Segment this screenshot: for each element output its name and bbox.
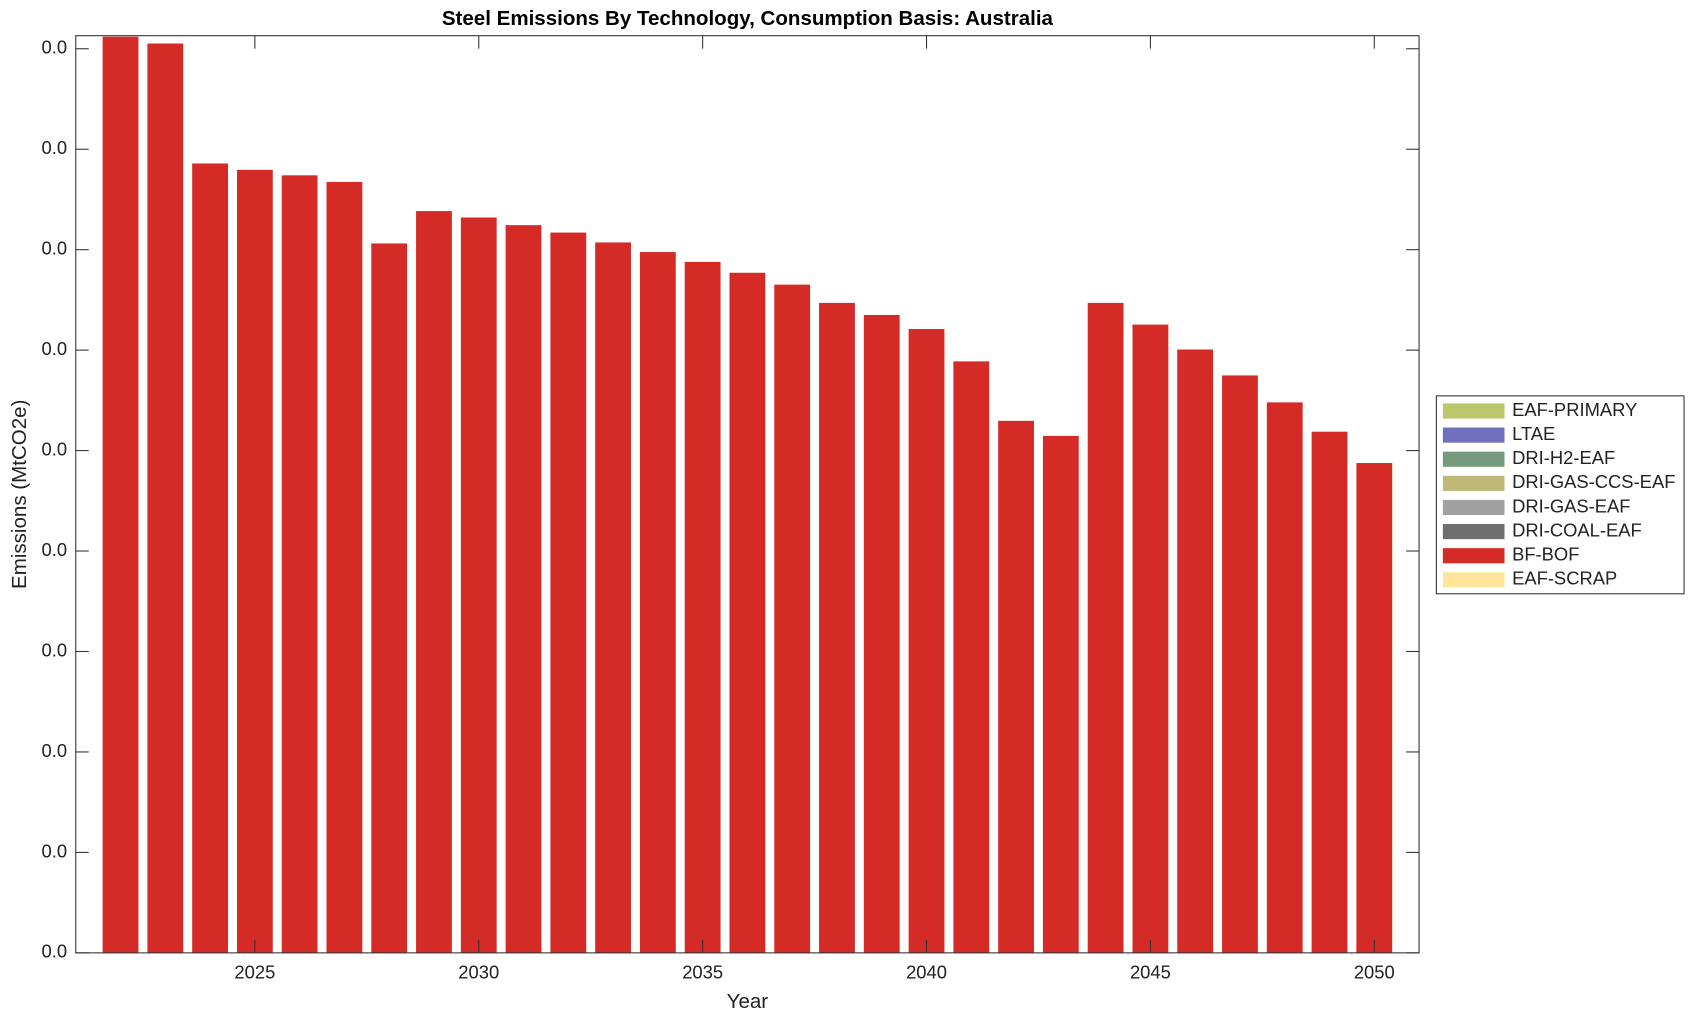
y-tick-label: 0.0 — [42, 338, 68, 359]
legend-swatch — [1442, 548, 1505, 564]
legend-swatch — [1442, 475, 1505, 491]
y-tick-label: 0.0 — [42, 840, 68, 861]
bar-segment — [639, 252, 676, 953]
y-tick-label: 0.0 — [42, 37, 68, 58]
y-tick-label: 0.0 — [42, 238, 68, 259]
legend-swatch — [1442, 427, 1505, 443]
y-axis-label: Emissions (MtCO2e) — [8, 400, 31, 589]
legend-label: BF-BOF — [1512, 544, 1579, 565]
x-axis-label: Year — [727, 990, 769, 1013]
legend-label: LTAE — [1512, 423, 1555, 444]
legend-label: DRI-GAS-CCS-EAF — [1512, 471, 1675, 492]
bar-segment — [416, 211, 452, 953]
bar-segment — [1222, 375, 1258, 953]
bar-segment — [1042, 435, 1079, 953]
bar-segment — [192, 163, 229, 953]
bar-segment — [371, 243, 408, 953]
legend-swatch — [1442, 524, 1505, 540]
legend-swatch — [1442, 499, 1505, 516]
y-tick-label: 0.0 — [42, 539, 68, 560]
x-tick-label: 2030 — [458, 961, 499, 982]
bar-segment — [1087, 302, 1124, 953]
bar-segment — [684, 261, 721, 953]
x-tick-label: 2025 — [234, 961, 275, 982]
bar-segment — [729, 272, 766, 953]
plot-frame — [75, 35, 1420, 954]
bar-segment — [863, 314, 900, 953]
y-tick-label: 0.0 — [42, 438, 68, 459]
y-tick-label: 0.0 — [42, 137, 68, 158]
legend-swatch — [1442, 572, 1505, 588]
bar-segment — [326, 181, 363, 953]
legend-swatch — [1442, 451, 1505, 467]
legend-swatch — [1442, 403, 1505, 419]
legend-label: DRI-COAL-EAF — [1512, 519, 1642, 540]
bar-segment — [953, 361, 990, 953]
bar-segment — [460, 217, 497, 953]
bar-segment — [998, 420, 1034, 953]
bar-segment — [236, 169, 273, 953]
x-tick-label: 2045 — [1130, 961, 1171, 982]
x-tick-label: 2050 — [1354, 961, 1395, 982]
bar-segment — [908, 329, 945, 953]
bar-segment — [102, 36, 139, 953]
bar-segment — [281, 175, 318, 953]
bar-segment — [774, 284, 811, 953]
legend-label: DRI-GAS-EAF — [1512, 495, 1630, 516]
y-tick-label: 0.0 — [42, 941, 68, 962]
bar-segment — [1356, 463, 1393, 953]
y-tick-label: 0.0 — [42, 639, 68, 660]
legend-label: EAF-SCRAP — [1512, 568, 1617, 589]
bar-segment — [595, 242, 631, 953]
x-tick-label: 2035 — [682, 961, 723, 982]
bar-segment — [1132, 324, 1169, 953]
bar-segment — [1266, 402, 1303, 953]
bar-segment — [147, 43, 184, 953]
bar-segment — [1311, 431, 1348, 953]
bar-segment — [505, 225, 542, 953]
x-tick-label: 2040 — [906, 961, 947, 982]
bar-segment — [819, 302, 855, 953]
chart-title: Steel Emissions By Technology, Consumpti… — [442, 7, 1054, 30]
legend-label: EAF-PRIMARY — [1512, 399, 1637, 420]
legend-label: DRI-H2-EAF — [1512, 447, 1615, 468]
bar-segment — [550, 232, 587, 953]
bar-segment — [1177, 349, 1214, 953]
y-tick-label: 0.0 — [42, 740, 68, 761]
